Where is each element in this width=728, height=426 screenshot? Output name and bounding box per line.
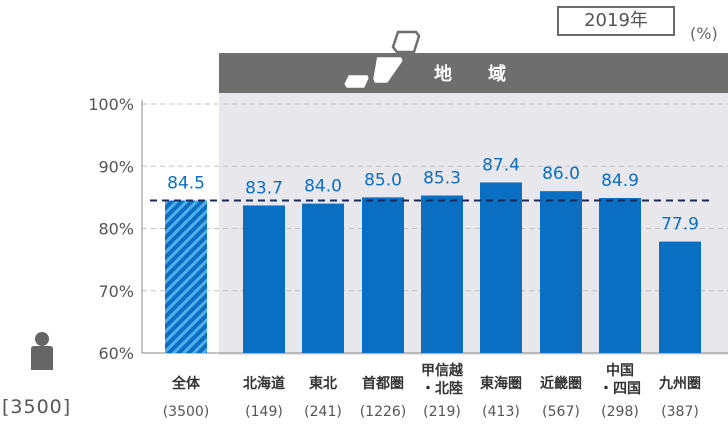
category-label: ・四国: [599, 381, 641, 397]
y-tick-label: 70%: [98, 282, 134, 301]
region-header: [219, 53, 728, 93]
sample-size-label: (567): [542, 404, 580, 420]
bar: [659, 241, 701, 353]
person-icon: [31, 332, 53, 370]
year-badge: 2019年: [557, 6, 675, 36]
category-label: 全体: [171, 375, 201, 392]
sample-size-label: (149): [245, 404, 283, 420]
category-label: 甲信越: [421, 362, 464, 379]
category-label: 東北: [309, 375, 337, 392]
region-background: [219, 93, 728, 355]
value-label: 85.0: [364, 170, 402, 190]
sample-size-label: (241): [304, 404, 342, 420]
respondent-total: [3500]: [2, 396, 72, 418]
unit-label: (%): [690, 24, 718, 43]
bar: [165, 200, 207, 353]
bar: [599, 197, 641, 353]
bar: [480, 182, 522, 353]
y-tick-label: 100%: [88, 95, 134, 114]
category-label: 中国: [606, 362, 634, 379]
value-label: 85.3: [423, 169, 461, 189]
y-tick-label: 60%: [98, 344, 134, 363]
value-label: 84.0: [304, 177, 342, 197]
category-label: 首都圏: [362, 375, 404, 392]
region-header-label: 地 域: [434, 63, 506, 85]
sample-size-label: (413): [482, 404, 520, 420]
category-label: 東海圏: [480, 375, 522, 392]
value-label: 83.7: [245, 178, 283, 198]
sample-size-label: (219): [423, 404, 461, 420]
value-label: 84.5: [167, 173, 205, 193]
value-label: 84.9: [601, 171, 639, 191]
category-label: 九州圏: [658, 376, 701, 392]
value-label: 86.0: [542, 164, 580, 184]
bar: [243, 205, 285, 353]
y-tick-label: 90%: [98, 157, 134, 176]
bar: [302, 203, 344, 353]
japan-map-icon: [341, 30, 421, 91]
category-label: 北海道: [243, 375, 285, 392]
category-label: ・北陸: [421, 380, 463, 397]
sample-size-label: (3500): [163, 404, 210, 420]
sample-size-label: (298): [601, 404, 639, 420]
bar: [362, 197, 404, 353]
sample-size-label: (387): [661, 404, 699, 420]
value-label: 87.4: [482, 155, 520, 175]
category-label: 近畿圏: [540, 375, 582, 392]
sample-size-label: (1226): [360, 404, 407, 420]
value-label: 77.9: [661, 215, 699, 235]
bar: [540, 191, 582, 353]
y-tick-label: 80%: [98, 220, 134, 239]
bar: [421, 195, 463, 353]
